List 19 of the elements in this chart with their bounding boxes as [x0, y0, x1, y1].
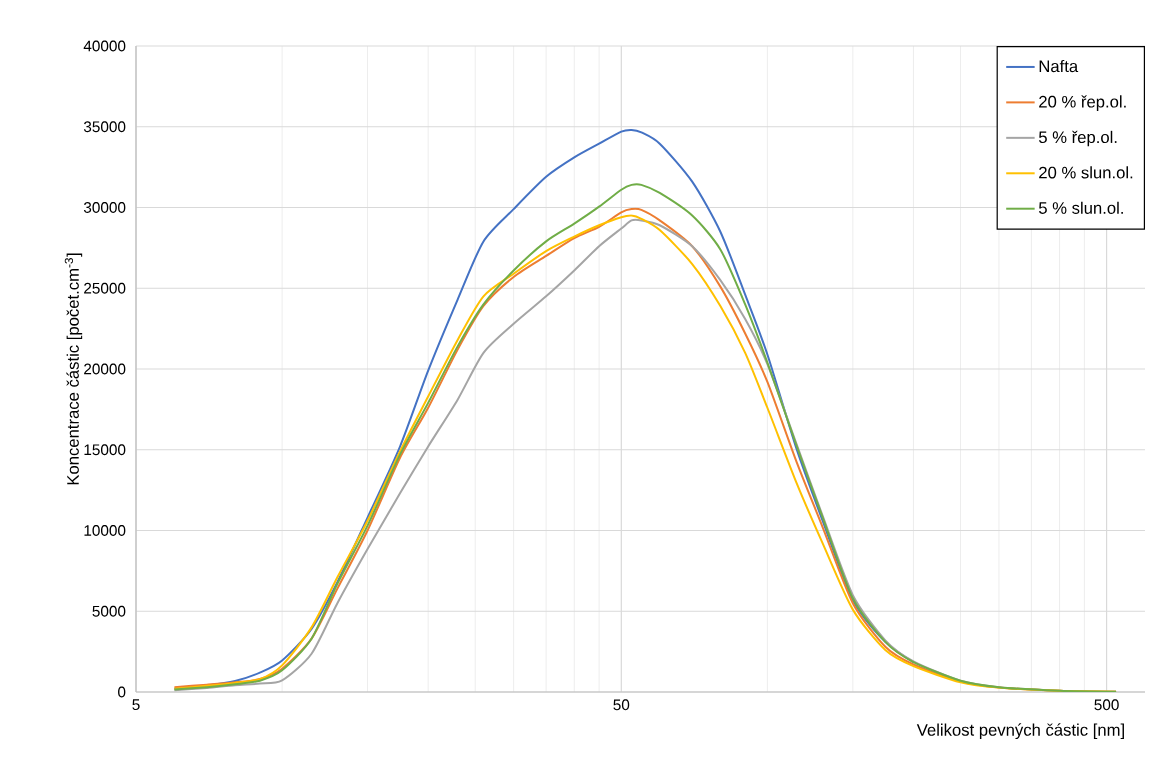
y-tick-label: 0 — [118, 686, 126, 698]
y-tick-label: 20000 — [84, 363, 126, 375]
x-tick-label: 50 — [613, 699, 630, 711]
legend-label: 20 % slun.ol. — [1039, 166, 1133, 179]
legend-label: 5 % řep.ol. — [1038, 130, 1117, 147]
y-tick-label: 10000 — [84, 525, 126, 536]
x-axis-title: Velikost pevných částic [nm] — [916, 723, 1124, 740]
legend-label: 5 % slun.ol. — [1038, 201, 1123, 214]
y-tick-label: 15000 — [84, 444, 126, 456]
legend-label: 20 % řep.ol. — [1039, 95, 1126, 111]
legend-label: Nafta — [1039, 59, 1079, 73]
x-tick-label: 500 — [1094, 699, 1119, 711]
y-tick-label: 40000 — [83, 40, 126, 52]
y-axis-title: Koncentrace částic [počet.cm$^{-3}$] — [64, 253, 83, 485]
y-tick-label: 30000 — [83, 202, 126, 213]
x-tick-label: 5 — [132, 699, 140, 711]
y-tick-label: 5000 — [92, 605, 126, 617]
y-tick-label: 25000 — [84, 282, 126, 294]
y-tick-label: 35000 — [83, 121, 126, 133]
